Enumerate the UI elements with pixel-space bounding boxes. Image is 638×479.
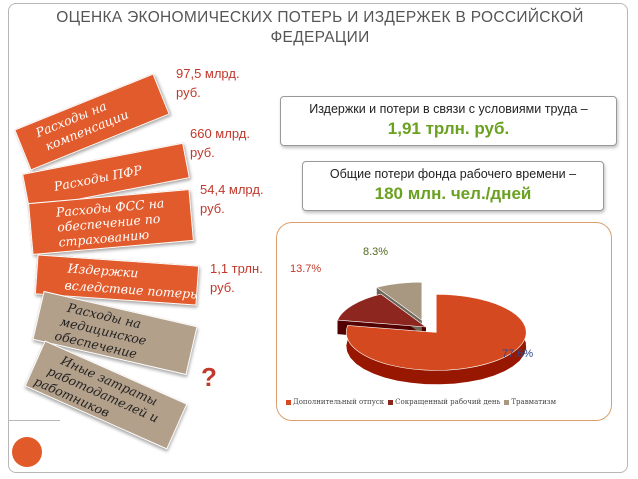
amount-value: 54,4 млрд. (200, 182, 264, 197)
amount-unit: руб. (190, 145, 215, 160)
title-line-2: ФЕДЕРАЦИИ (270, 29, 370, 46)
legend-item: Дополнительный отпуск (286, 398, 384, 406)
legend-label: Сокращенный рабочий день (395, 398, 501, 406)
pie-percent-label: 13.7% (290, 263, 321, 275)
pie-percent-label: 8.3% (363, 246, 388, 258)
amount-value: 97,5 млрд. (176, 66, 240, 81)
pie-percent-label: 77.6% (502, 348, 533, 360)
amount-fss: 54,4 млрд. руб. (200, 180, 264, 218)
pie-slice-reduced-workday (337, 293, 428, 328)
costs-summary-label: Издержки и потери в связи с условиями тр… (309, 102, 588, 116)
time-summary-box: Общие потери фонда рабочего времени – 18… (302, 161, 604, 211)
amount-unit: руб. (210, 280, 235, 295)
costs-summary-value: 1,91 трлн. руб. (387, 119, 510, 138)
pie-chart-panel (276, 222, 612, 421)
amount-frv-losses: 1,1 трлн. руб. (210, 259, 263, 297)
amount-unit: руб. (200, 201, 225, 216)
unknown-amount-mark: ? (201, 362, 217, 392)
slide-number-badge (12, 437, 42, 467)
slide-title: ОЦЕНКА ЭКОНОМИЧЕСКИХ ПОТЕРЬ И ИЗДЕРЖЕК В… (20, 8, 620, 48)
legend-label: Травматизм (511, 398, 557, 406)
amount-value: 660 млрд. (190, 126, 250, 141)
slide-frame (8, 3, 628, 473)
amount-pfr: 660 млрд. руб. (190, 124, 250, 162)
amount-compensation: 97,5 млрд. руб. (176, 64, 240, 102)
legend-swatch (504, 399, 510, 405)
time-summary-label: Общие потери фонда рабочего времени – (329, 167, 577, 181)
legend-swatch (388, 399, 394, 405)
title-line-1: ОЦЕНКА ЭКОНОМИЧЕСКИХ ПОТЕРЬ И ИЗДЕРЖЕК В… (56, 9, 584, 26)
pie-slice-additional-leave (345, 294, 527, 371)
legend-label: Дополнительный отпуск (293, 398, 385, 406)
bar-label-line: Расходы ПФР (52, 162, 144, 194)
costs-summary-box: Издержки и потери в связи с условиями тр… (280, 96, 617, 146)
pie-slice-injuries (376, 281, 423, 321)
divider (8, 420, 60, 421)
pie-chart: 13.7% 8.3% 77.6% (290, 246, 533, 385)
legend-item: Травматизм (504, 398, 556, 406)
amount-unit: руб. (176, 85, 201, 100)
amount-value: 1,1 трлн. (210, 261, 263, 276)
legend-item: Сокращенный рабочий день (388, 398, 500, 406)
time-summary-value: 180 млн. чел./дней (374, 184, 532, 203)
chart-legend: Дополнительный отпуск Сокращенный рабочий… (286, 398, 606, 406)
legend-swatch (286, 399, 291, 405)
